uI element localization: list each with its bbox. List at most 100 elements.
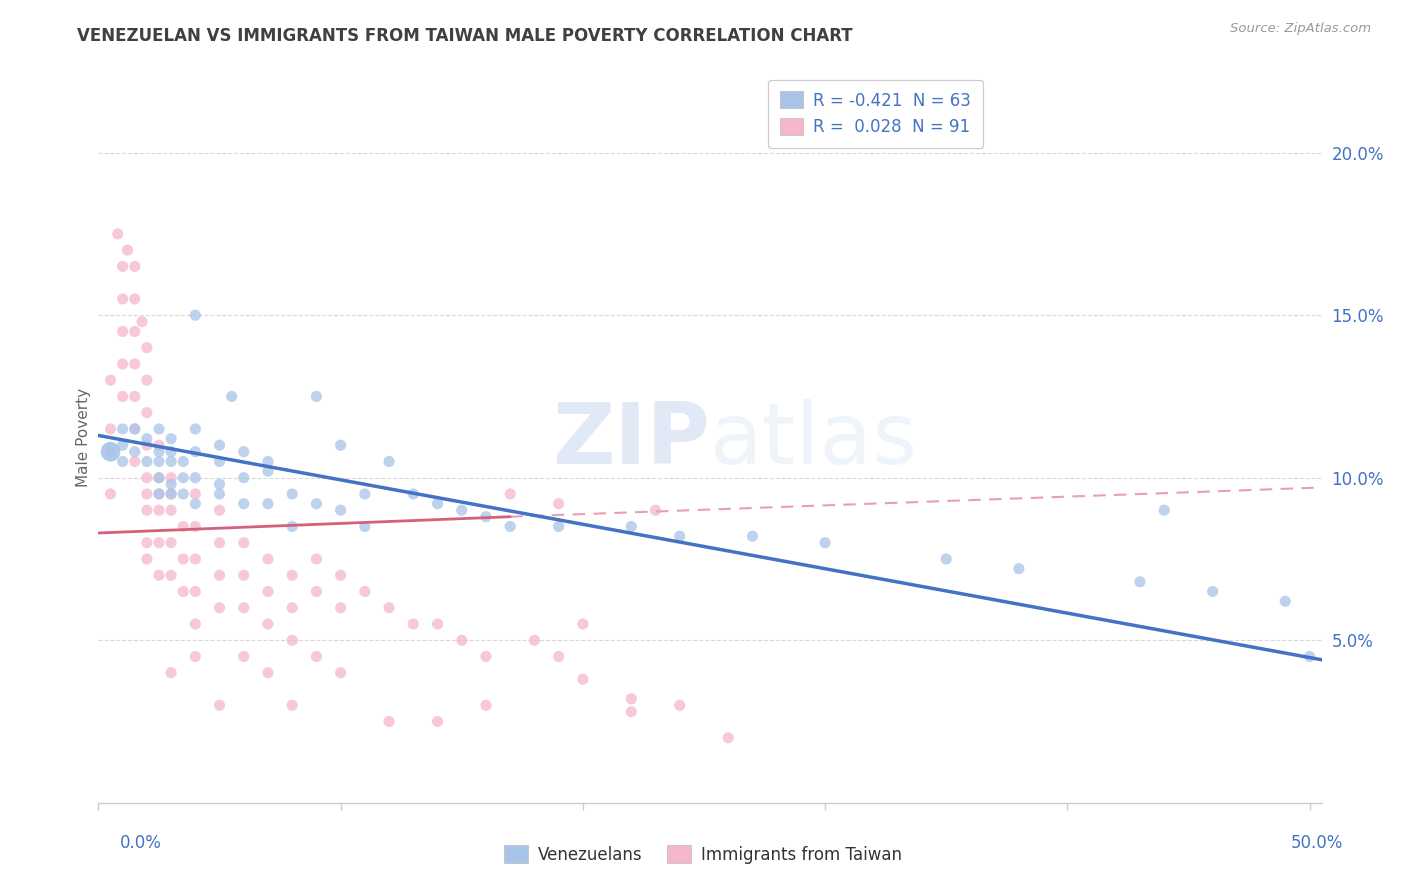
Point (135, 454, 157, 468)
Point (184, 444, 207, 458)
Point (281, 519, 304, 533)
Point (148, 568, 170, 582)
Point (935, 552, 957, 566)
Point (172, 471, 194, 485)
Point (208, 503, 231, 517)
Point (232, 568, 254, 582)
Point (402, 487, 425, 501)
Point (208, 568, 231, 582)
Point (160, 471, 183, 485)
Legend: R = -0.421  N = 63, R =  0.028  N = 91: R = -0.421 N = 63, R = 0.028 N = 91 (769, 79, 983, 148)
Point (281, 487, 304, 501)
Point (111, 438, 134, 452)
Point (184, 584, 207, 599)
Point (160, 454, 183, 468)
Point (124, 422, 146, 436)
Point (208, 600, 231, 615)
Point (354, 584, 377, 599)
Point (426, 617, 449, 632)
Point (208, 438, 231, 452)
Point (257, 617, 280, 632)
Point (208, 535, 231, 549)
Point (124, 389, 146, 403)
Point (148, 503, 170, 517)
Point (1274, 594, 1296, 608)
Text: atlas: atlas (710, 400, 918, 483)
Point (124, 454, 146, 468)
Point (475, 509, 498, 524)
Point (148, 454, 170, 468)
Point (160, 665, 183, 680)
Point (305, 649, 328, 664)
Point (184, 519, 207, 533)
Point (572, 673, 595, 687)
Point (499, 519, 522, 533)
Point (135, 373, 157, 387)
Point (160, 487, 183, 501)
Point (305, 497, 328, 511)
Point (814, 535, 837, 549)
Point (135, 432, 157, 446)
Point (257, 497, 280, 511)
Point (148, 422, 170, 436)
Point (184, 422, 207, 436)
Point (148, 444, 170, 458)
Point (1008, 562, 1031, 576)
Point (172, 552, 194, 566)
Text: ZIP: ZIP (553, 400, 710, 483)
Point (184, 497, 207, 511)
Point (135, 552, 157, 566)
Point (148, 535, 170, 549)
Point (378, 454, 401, 468)
Point (450, 503, 472, 517)
Point (668, 529, 690, 543)
Point (135, 535, 157, 549)
Point (111, 325, 134, 339)
Point (257, 464, 280, 478)
Point (100, 444, 122, 458)
Point (329, 438, 352, 452)
Point (644, 503, 666, 517)
Point (547, 497, 569, 511)
Point (208, 487, 231, 501)
Point (160, 487, 183, 501)
Point (499, 487, 522, 501)
Point (160, 432, 183, 446)
Point (160, 568, 183, 582)
Point (135, 438, 157, 452)
Point (184, 617, 207, 632)
Point (257, 665, 280, 680)
Point (1129, 574, 1152, 589)
Point (257, 454, 280, 468)
Point (111, 389, 134, 403)
Point (111, 422, 134, 436)
Point (172, 454, 194, 468)
Point (378, 600, 401, 615)
Point (107, 227, 129, 241)
Point (148, 487, 170, 501)
Point (257, 552, 280, 566)
Point (172, 519, 194, 533)
Point (135, 487, 157, 501)
Point (124, 260, 146, 274)
Point (475, 649, 498, 664)
Point (523, 633, 546, 648)
Point (354, 487, 377, 501)
Point (329, 568, 352, 582)
Point (281, 600, 304, 615)
Point (172, 584, 194, 599)
Point (208, 477, 231, 491)
Point (148, 471, 170, 485)
Point (329, 600, 352, 615)
Point (124, 325, 146, 339)
Point (281, 568, 304, 582)
Point (111, 454, 134, 468)
Point (232, 600, 254, 615)
Point (305, 552, 328, 566)
Point (111, 357, 134, 371)
Point (100, 422, 122, 436)
Point (117, 243, 139, 257)
Point (475, 698, 498, 713)
Point (281, 633, 304, 648)
Text: 50.0%: 50.0% (1291, 834, 1343, 852)
